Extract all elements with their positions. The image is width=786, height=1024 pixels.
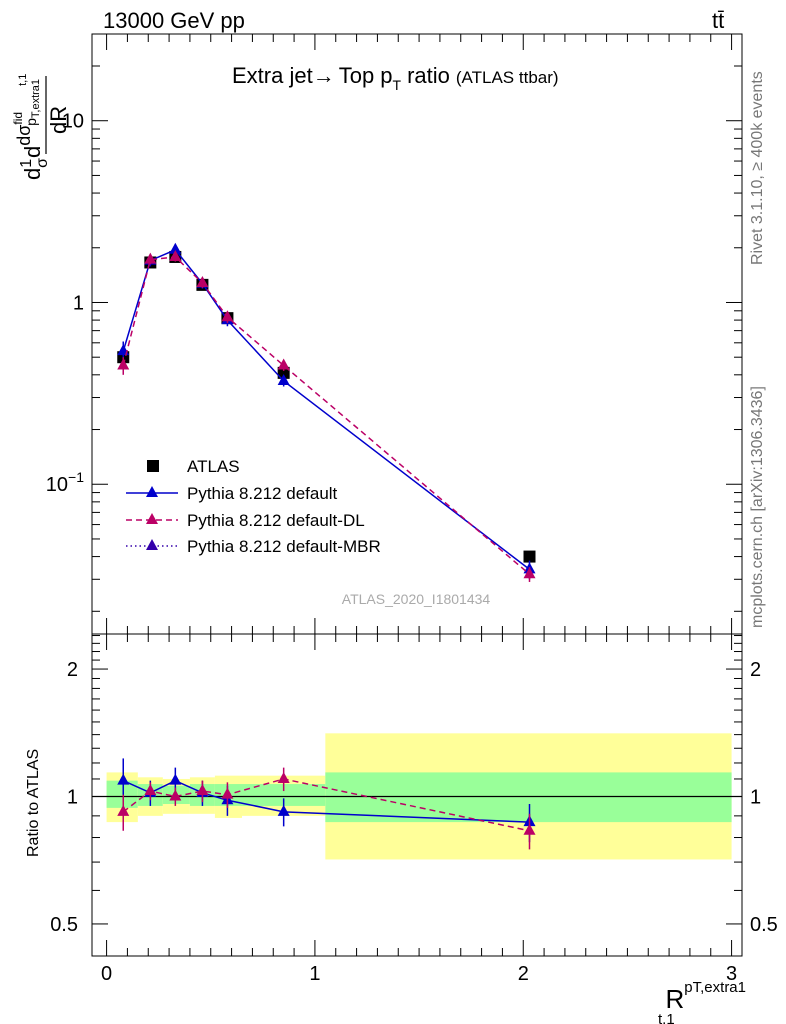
main-series-layer bbox=[117, 242, 536, 582]
ratio-band-inner bbox=[242, 784, 326, 806]
ratio-y-tick-label-right: 0.5 bbox=[750, 914, 778, 936]
main-x-axis-ticks bbox=[106, 34, 733, 634]
rivet-label: Rivet 3.1.10, ≥ 400k events bbox=[749, 71, 766, 265]
main-mc-point bbox=[221, 310, 234, 322]
main-data-point bbox=[523, 550, 536, 563]
title-main: Extra jet bbox=[232, 63, 313, 88]
ratio-y-tick-label: 2 bbox=[67, 659, 78, 681]
ylabel-dR: dR bbox=[46, 106, 71, 134]
ratio-mc-point bbox=[169, 773, 182, 785]
main-mc-point bbox=[523, 567, 536, 579]
ratio-mc-point bbox=[196, 784, 209, 796]
ratio-mc-point bbox=[169, 789, 182, 801]
x-tick-label: 0 bbox=[101, 963, 112, 985]
ylabel-sub: p bbox=[23, 118, 39, 126]
ratio-y-tick-label: 0.5 bbox=[50, 914, 78, 936]
ratio-y-tick-label-right: 2 bbox=[750, 659, 761, 681]
ratio-mc-point bbox=[277, 804, 290, 816]
main-y-tick-label: 10−1 bbox=[46, 469, 84, 496]
ratio-mc-point bbox=[221, 787, 234, 799]
x-tick-label: 3 bbox=[726, 963, 737, 985]
ratio-y-axis-label: Ratio to ATLAS bbox=[25, 749, 42, 857]
ylabel-fid: fid bbox=[11, 112, 25, 125]
xlabel-sub: t,1 bbox=[658, 1011, 675, 1024]
legend-label-default: Pythia 8.212 default bbox=[187, 484, 338, 503]
energy-label: 13000 GeV pp bbox=[103, 8, 245, 33]
svg-text:d1σddσfidpT,extra1: d1σddσfidpT,extra1 bbox=[11, 79, 51, 180]
main-mc-point bbox=[117, 344, 130, 356]
legend-label-default-mbr: Pythia 8.212 default-MBR bbox=[187, 537, 381, 556]
legend-marker-atlas bbox=[147, 460, 159, 472]
process-label: tt̄ bbox=[712, 8, 724, 33]
main-y-tick-label: 1 bbox=[73, 292, 84, 314]
ratio-y-tick-label-right: 1 bbox=[750, 786, 761, 808]
ratio-y-tick-label: 1 bbox=[67, 786, 78, 808]
ylabel-subsub: T,extra1 bbox=[30, 79, 42, 118]
x-tick-label: 1 bbox=[309, 963, 320, 985]
legend-label-atlas: ATLAS bbox=[187, 457, 240, 476]
main-mc-point bbox=[144, 252, 157, 264]
title-arrow: → bbox=[313, 63, 335, 88]
main-y-axis: 10−1 1 10 bbox=[46, 33, 742, 612]
chart-subtitle: (ATLAS ttbar) bbox=[456, 68, 559, 87]
main-mc-point bbox=[169, 242, 182, 254]
ylabel-d2: d bbox=[20, 146, 45, 158]
main-mc-point bbox=[169, 249, 182, 261]
main-mc-point bbox=[277, 373, 290, 385]
legend: ATLAS Pythia 8.212 default Pythia 8.212 … bbox=[126, 457, 381, 556]
main-data-point bbox=[277, 366, 290, 379]
ylabel-dsigma: dσ bbox=[14, 125, 34, 146]
analysis-label: ATLAS_2020_I1801434 bbox=[342, 591, 491, 607]
ylabel-d1: d bbox=[20, 168, 45, 180]
main-mc-point bbox=[196, 275, 209, 287]
xlabel-main: R bbox=[666, 984, 685, 1014]
ylabel-sigma: σ bbox=[34, 158, 51, 168]
ratio-mc-point bbox=[277, 771, 290, 783]
main-mc-point bbox=[117, 358, 130, 370]
source-label: mcplots.cern.ch [arXiv:1306.3436] bbox=[749, 386, 766, 628]
legend-marker-default-mbr bbox=[146, 539, 158, 550]
ratio-plot-frame bbox=[91, 633, 743, 957]
x-tick-label: 2 bbox=[518, 963, 529, 985]
legend-marker-default-dl bbox=[146, 513, 158, 524]
title-ratio: ratio bbox=[407, 63, 450, 88]
title-top: Top p bbox=[339, 63, 393, 88]
ratio-band-layer bbox=[92, 733, 742, 860]
ratio-y-axis: 0.5 0.5 1 1 2 2 bbox=[50, 635, 778, 936]
ratio-mc-point bbox=[144, 784, 157, 796]
title-top-sub: T bbox=[393, 77, 402, 93]
ratio-series-layer bbox=[117, 758, 536, 850]
ratio-mc-point bbox=[523, 823, 536, 835]
ratio-panel: 0.5 0.5 1 1 2 2 0 1 2 3 Ratio to ATLAS bbox=[25, 633, 778, 985]
chart-title: Extra jet→ Top pT ratio (ATLAS ttbar) bbox=[232, 63, 559, 93]
ylabel-t1: t,1 bbox=[17, 74, 29, 86]
main-y-axis-label: d1σddσfidpT,extra1 dRt,1 bbox=[11, 74, 71, 180]
ratio-mc-point bbox=[117, 773, 130, 785]
ylabel-one: 1 bbox=[18, 159, 35, 168]
legend-marker-default bbox=[146, 486, 158, 497]
svg-text:dRt,1: dR t,1 bbox=[17, 74, 71, 134]
ratio-mc-point bbox=[117, 804, 130, 816]
legend-label-default-dl: Pythia 8.212 default-DL bbox=[187, 511, 365, 530]
ratio-x-axis: 0 1 2 3 bbox=[101, 634, 737, 985]
main-mc-point bbox=[277, 358, 290, 370]
main-y-tick-label: 10 bbox=[62, 111, 84, 133]
xlabel-sup: pT,extra1 bbox=[684, 979, 746, 996]
main-panel: 10−1 1 10 Extra jet→ Top pT ratio (ATLAS ttba… bbox=[11, 33, 743, 635]
ratio-band-inner bbox=[325, 772, 732, 823]
x-axis-label: RpT,extra1 t,1 bbox=[658, 979, 746, 1024]
